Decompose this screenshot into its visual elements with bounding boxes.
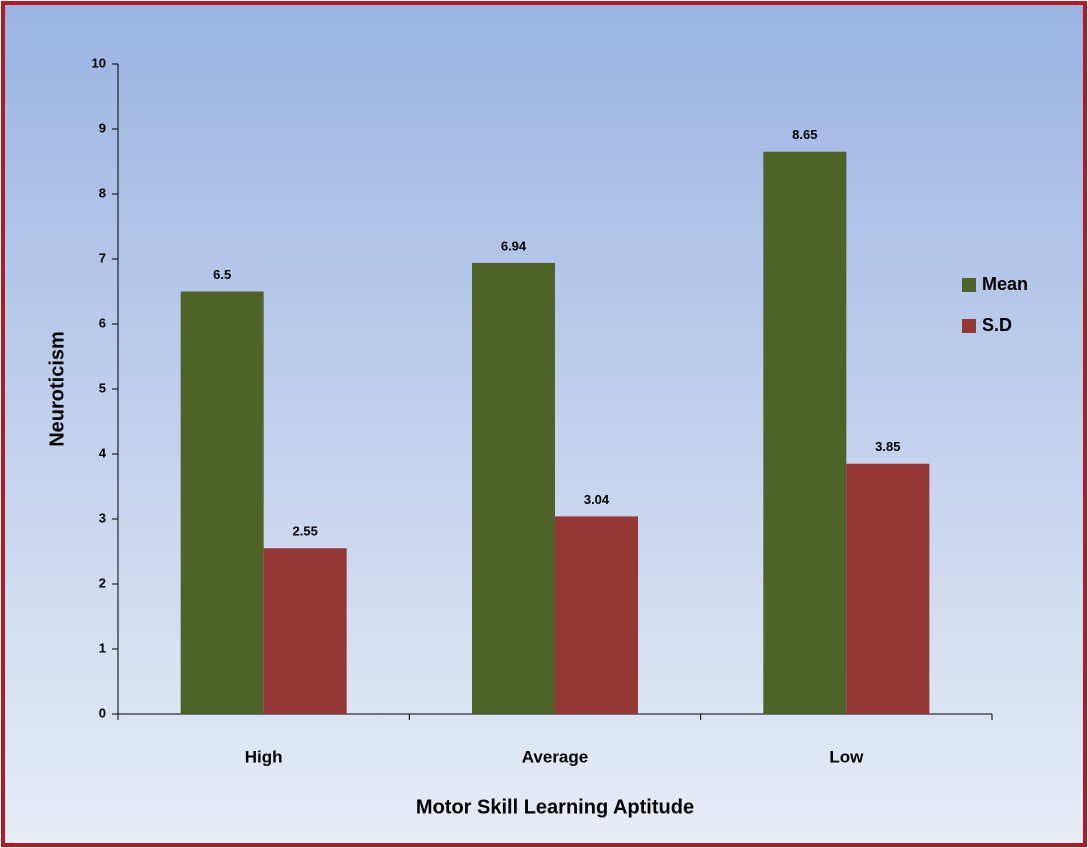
y-tick-label: 3 [99,510,106,525]
y-tick-label: 2 [99,575,106,590]
x-tick-label: High [245,747,283,766]
y-tick-label: 7 [99,250,106,265]
data-label: 6.5 [213,267,231,282]
data-label: 3.85 [875,439,900,454]
legend-label: Mean [982,274,1028,294]
y-tick-label: 1 [99,640,106,655]
x-axis-title: Motor Skill Learning Aptitude [416,796,694,818]
data-label: 6.94 [501,238,527,253]
data-label: 3.04 [584,492,610,507]
y-tick-label: 8 [99,185,106,200]
data-label: 2.55 [293,524,318,539]
data-label: 8.65 [792,127,817,142]
bar [472,262,555,714]
bar [846,463,930,714]
legend-swatch [962,319,976,333]
bar [555,516,638,714]
legend-label: S.D [982,315,1012,335]
y-tick-label: 5 [99,380,106,395]
x-tick-label: Low [829,747,864,766]
bar [763,151,847,714]
y-tick-label: 9 [99,120,106,135]
y-axis-title: Neuroticism [46,331,68,447]
y-tick-label: 10 [92,55,106,70]
y-tick-label: 4 [99,445,107,460]
bar [180,291,264,714]
y-tick-label: 6 [99,315,106,330]
bar [263,548,347,714]
legend-swatch [962,278,976,292]
x-tick-label: Average [522,747,588,766]
y-tick-label: 0 [99,705,106,720]
